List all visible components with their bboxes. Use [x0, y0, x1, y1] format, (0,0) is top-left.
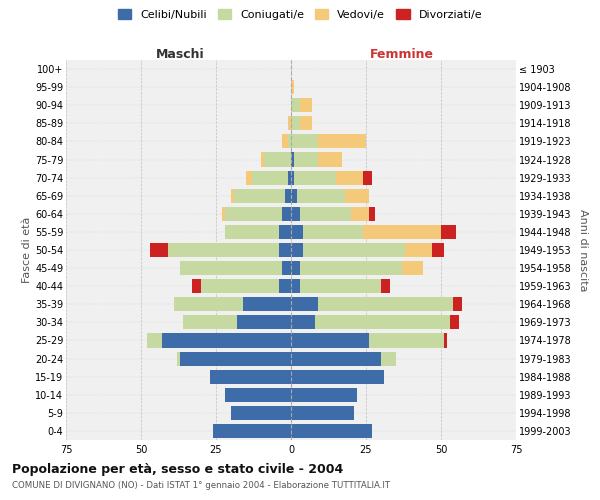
Bar — [192, 279, 201, 293]
Bar — [174, 297, 243, 312]
Bar — [291, 207, 300, 221]
Bar — [291, 98, 300, 112]
Bar — [291, 80, 294, 94]
Bar — [180, 352, 291, 366]
Bar — [291, 261, 300, 275]
Bar — [318, 297, 453, 312]
Bar — [237, 316, 291, 330]
Bar — [225, 225, 279, 239]
Bar — [222, 207, 225, 221]
Bar — [252, 170, 288, 184]
Bar — [291, 370, 384, 384]
Bar — [291, 388, 357, 402]
Bar — [261, 152, 264, 166]
Bar — [363, 170, 372, 184]
Bar — [294, 152, 318, 166]
Bar — [288, 116, 291, 130]
Bar — [285, 188, 291, 203]
Bar — [303, 225, 363, 239]
Bar — [291, 334, 369, 347]
Bar — [303, 243, 405, 257]
Bar — [231, 188, 234, 203]
Text: Popolazione per età, sesso e stato civile - 2004: Popolazione per età, sesso e stato civil… — [12, 462, 343, 475]
Bar — [300, 98, 312, 112]
Bar — [402, 261, 423, 275]
Bar — [282, 207, 291, 221]
Y-axis label: Anni di nascita: Anni di nascita — [578, 209, 588, 291]
Bar — [315, 316, 450, 330]
Bar — [300, 207, 351, 221]
Text: Maschi: Maschi — [155, 48, 205, 61]
Bar — [288, 134, 291, 148]
Bar — [336, 170, 363, 184]
Bar — [291, 170, 294, 184]
Bar — [381, 352, 396, 366]
Bar — [441, 225, 456, 239]
Bar — [318, 134, 366, 148]
Bar — [405, 243, 432, 257]
Text: COMUNE DI DIVIGNANO (NO) - Dati ISTAT 1° gennaio 2004 - Elaborazione TUTTITALIA.: COMUNE DI DIVIGNANO (NO) - Dati ISTAT 1°… — [12, 481, 390, 490]
Bar — [453, 297, 462, 312]
Text: Femmine: Femmine — [370, 48, 434, 61]
Bar — [150, 243, 168, 257]
Bar — [450, 316, 459, 330]
Bar — [225, 388, 291, 402]
Bar — [183, 316, 237, 330]
Bar — [432, 243, 444, 257]
Bar — [282, 134, 288, 148]
Bar — [291, 352, 381, 366]
Bar — [291, 116, 300, 130]
Bar — [264, 152, 291, 166]
Bar — [297, 188, 345, 203]
Bar — [291, 406, 354, 420]
Bar — [168, 243, 279, 257]
Bar — [291, 225, 303, 239]
Bar — [282, 261, 291, 275]
Bar — [291, 316, 315, 330]
Bar — [291, 243, 303, 257]
Bar — [246, 170, 252, 184]
Bar — [291, 188, 297, 203]
Bar — [291, 134, 318, 148]
Y-axis label: Fasce di età: Fasce di età — [22, 217, 32, 283]
Bar — [318, 152, 342, 166]
Bar — [225, 207, 282, 221]
Bar — [213, 424, 291, 438]
Bar — [201, 279, 279, 293]
Bar — [294, 170, 336, 184]
Bar — [279, 225, 291, 239]
Bar — [351, 207, 369, 221]
Bar — [288, 170, 291, 184]
Bar — [210, 370, 291, 384]
Legend: Celibi/Nubili, Coniugati/e, Vedovi/e, Divorziati/e: Celibi/Nubili, Coniugati/e, Vedovi/e, Di… — [115, 6, 485, 23]
Bar — [363, 225, 441, 239]
Bar — [300, 279, 381, 293]
Bar — [291, 152, 294, 166]
Bar — [381, 279, 390, 293]
Bar — [177, 352, 180, 366]
Bar — [234, 188, 285, 203]
Bar — [291, 279, 300, 293]
Bar — [444, 334, 447, 347]
Bar — [291, 297, 318, 312]
Bar — [291, 424, 372, 438]
Bar — [180, 261, 282, 275]
Bar — [162, 334, 291, 347]
Bar — [369, 207, 375, 221]
Bar — [279, 279, 291, 293]
Bar — [369, 334, 444, 347]
Bar — [231, 406, 291, 420]
Bar — [147, 334, 162, 347]
Bar — [345, 188, 369, 203]
Bar — [300, 261, 402, 275]
Bar — [243, 297, 291, 312]
Bar — [279, 243, 291, 257]
Bar — [300, 116, 312, 130]
